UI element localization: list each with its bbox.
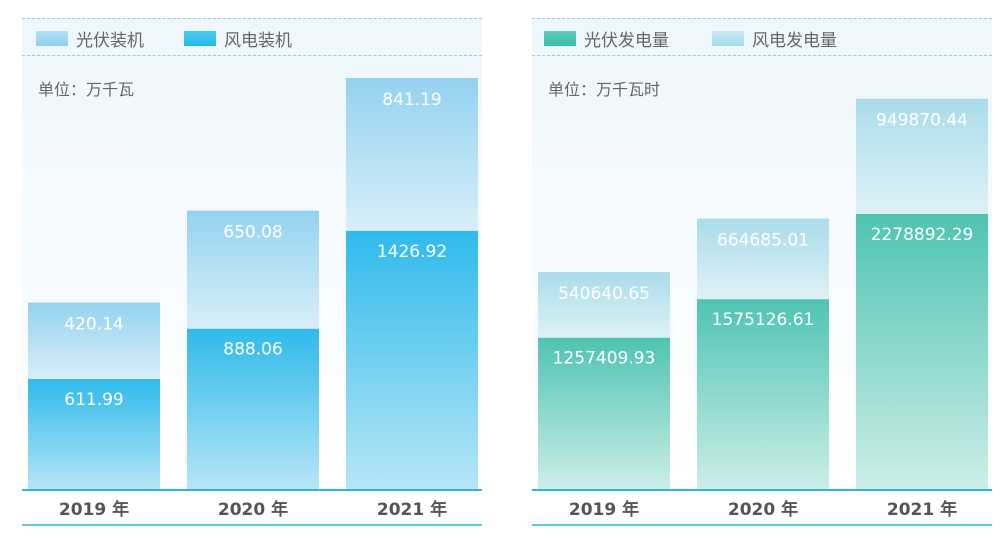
data-label-bottom-1: 611.99: [64, 390, 123, 410]
data-label-bottom-3: 1426.92: [377, 242, 447, 262]
bar-chart-capacity: 611.99 420.14 2019 年 888.06 650.08 2020 年 1426…: [22, 78, 482, 526]
legend-item-wind: 风电装机: [184, 19, 292, 57]
bar-2-top: [697, 218, 829, 300]
data-label-bottom-1: 1257409.93: [553, 349, 656, 369]
legend-label-solar: 光伏装机: [76, 30, 144, 51]
bar-3-top: [856, 98, 988, 214]
unit-label: 单位：万千瓦时: [548, 80, 661, 99]
bar-3-bottom: [346, 230, 478, 490]
x-tick-label-2: 2020 年: [218, 499, 288, 520]
legend-swatch-wind: [712, 30, 744, 46]
data-label-bottom-2: 1575126.61: [712, 310, 815, 330]
legend-swatch-solar: [544, 30, 576, 46]
legend-label-solar: 光伏发电量: [584, 30, 669, 51]
bar-1-bottom: [538, 337, 670, 490]
legend-swatch-wind: [184, 30, 216, 46]
legend-item-wind: 风电发电量: [712, 19, 837, 57]
data-label-bottom-2: 888.06: [223, 340, 282, 360]
bar-2-bottom: [697, 299, 829, 490]
bar-3-top: [346, 78, 478, 231]
chart-panel-capacity: 光伏装机 风电装机 单位：万千瓦 611.99 420.14 2019 年 888.0…: [22, 18, 482, 526]
data-label-bottom-3: 2278892.29: [871, 225, 974, 245]
x-tick-label-3: 2021 年: [377, 499, 447, 520]
unit-label: 单位：万千瓦: [38, 80, 135, 99]
bar-2-bottom: [187, 328, 319, 490]
data-label-top-2: 650.08: [223, 223, 282, 243]
data-label-top-1: 420.14: [64, 315, 123, 335]
bar-1-top: [28, 302, 160, 379]
bar-1-top: [538, 272, 670, 338]
legend-label-wind: 风电装机: [224, 30, 292, 51]
chart-panel-generation: 光伏发电量 风电发电量 单位：万千瓦时 1257409.93 540640.65 2…: [532, 18, 992, 526]
x-tick-label-1: 2019 年: [569, 499, 639, 520]
data-label-top-3: 841.19: [382, 90, 441, 110]
data-label-top-3: 949870.44: [876, 111, 968, 131]
legend-item-solar: 光伏装机: [36, 19, 144, 57]
legend: 光伏装机 风电装机: [22, 18, 482, 56]
data-label-top-2: 664685.01: [717, 231, 809, 251]
legend: 光伏发电量 风电发电量: [532, 18, 992, 56]
x-tick-label-2: 2020 年: [728, 499, 798, 520]
bar-3-bottom: [856, 213, 988, 491]
bar-chart-generation: 1257409.93 540640.65 2019 年 1575126.61 66468…: [532, 98, 992, 526]
bar-2-top: [187, 210, 319, 329]
x-tick-label-1: 2019 年: [59, 499, 129, 520]
data-label-top-1: 540640.65: [558, 284, 650, 304]
bar-1-bottom: [28, 378, 160, 490]
x-tick-label-3: 2021 年: [887, 499, 957, 520]
legend-label-wind: 风电发电量: [752, 30, 837, 51]
legend-item-solar: 光伏发电量: [544, 19, 669, 57]
legend-swatch-solar: [36, 30, 68, 46]
